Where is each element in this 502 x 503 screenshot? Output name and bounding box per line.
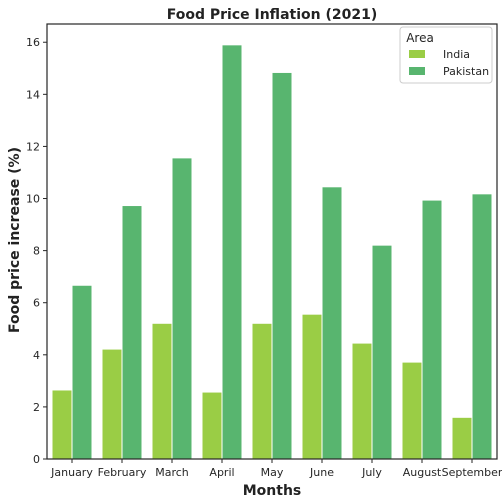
x-tick-label-march: March [155, 466, 189, 479]
legend-swatch-pakistan [409, 67, 425, 75]
y-tick-label-2: 2 [33, 401, 40, 414]
plot-area: January February March April May June July Augu… [26, 23, 502, 479]
bar-india-september [451, 416, 473, 460]
y-tick-label-10: 10 [26, 193, 40, 206]
legend-label-india: India [443, 48, 470, 61]
bar-india-june [301, 313, 323, 460]
bar-pakistan-april [221, 44, 243, 460]
x-tick-label-september: September [442, 466, 502, 479]
y-tick-label-4: 4 [33, 349, 40, 362]
y-tick-label-14: 14 [26, 88, 40, 101]
x-tick-label-july: July [361, 466, 382, 479]
bar-pakistan-june [321, 186, 343, 460]
y-axis-label: Food price increase (%) [7, 147, 23, 333]
y-tick-label-8: 8 [33, 245, 40, 258]
bar-pakistan-september [471, 193, 493, 460]
bar-india-march [151, 322, 173, 460]
legend: Area India Pakistan [399, 26, 493, 84]
bar-pakistan-february [121, 205, 143, 460]
bar-pakistan-july [371, 244, 393, 460]
bar-india-july [351, 342, 373, 460]
bar-pakistan-august [421, 199, 443, 460]
chart-title: Food Price Inflation (2021) [167, 7, 377, 23]
bar-india-may [251, 322, 273, 460]
bar-pakistan-january [71, 284, 93, 460]
plot-frame [46, 23, 498, 460]
legend-title: Area [406, 31, 434, 45]
bar-india-february [101, 348, 123, 460]
bar-india-january [51, 389, 73, 460]
bar-pakistan-march [171, 157, 193, 460]
legend-swatch-india [409, 50, 425, 58]
x-tick-label-may: May [261, 466, 284, 479]
x-axis-label: Months [243, 483, 302, 499]
x-tick-label-april: April [209, 466, 234, 479]
x-tick-label-january: January [50, 466, 93, 479]
legend-label-pakistan: Pakistan [443, 65, 489, 78]
bar-india-april [201, 391, 223, 460]
x-tick-label-february: February [98, 466, 147, 479]
y-tick-label-0: 0 [33, 453, 40, 466]
y-tick-label-12: 12 [26, 140, 40, 153]
bar-pakistan-may [271, 71, 293, 460]
y-tick-label-6: 6 [33, 297, 40, 310]
y-tick-label-16: 16 [26, 36, 40, 49]
bar-india-august [401, 361, 423, 460]
x-tick-label-june: June [309, 466, 334, 479]
x-tick-label-august: August [403, 466, 442, 479]
